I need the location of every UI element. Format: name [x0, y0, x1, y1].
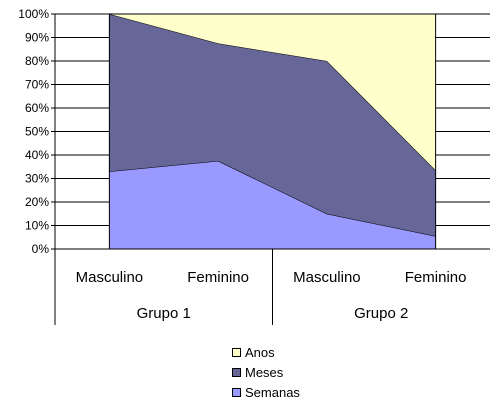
x-category-label: Masculino [293, 269, 361, 286]
area-semanas [109, 160, 436, 249]
y-tick-label: 0% [32, 242, 50, 256]
y-tick-label: 10% [25, 219, 49, 233]
x-category-label: Feminino [405, 269, 467, 286]
legend-swatch [232, 367, 241, 377]
legend-label: Meses [245, 364, 284, 380]
y-tick-label: 70% [25, 78, 49, 92]
x-group-label: Grupo 2 [354, 305, 408, 322]
area-anos [109, 14, 436, 171]
y-tick-label: 50% [25, 125, 49, 139]
legend-swatch [232, 387, 241, 397]
x-category-labels: Masculino Feminino Masculino Feminino Grupo … [76, 269, 467, 322]
x-category-label: Masculino [76, 269, 144, 286]
legend-item-anos: Anos [232, 342, 300, 362]
legend-item-semanas: Semanas [232, 382, 300, 402]
legend-item-meses: Meses [232, 362, 300, 382]
area-meses [109, 14, 436, 237]
x-group-label: Grupo 1 [137, 305, 191, 322]
y-tick-label: 40% [25, 148, 49, 162]
legend-label: Semanas [245, 384, 300, 400]
y-tick-label: 80% [25, 54, 49, 68]
y-tick-label: 20% [25, 195, 49, 209]
area-series [108, 13, 437, 249]
legend-label: Anos [245, 344, 275, 360]
y-tick-label: 90% [25, 31, 49, 45]
y-tick-labels: 0% 10% 20% 30% 40% 50% 60% 70% 80% 90% 100% [18, 7, 49, 256]
y-tick-label: 30% [25, 172, 49, 186]
y-tick-label: 60% [25, 101, 49, 115]
legend-swatch [232, 347, 241, 357]
x-category-label: Feminino [187, 269, 249, 286]
legend: Anos Meses Semanas [232, 342, 300, 402]
y-tick-label: 100% [18, 7, 49, 21]
axes [54, 14, 490, 325]
